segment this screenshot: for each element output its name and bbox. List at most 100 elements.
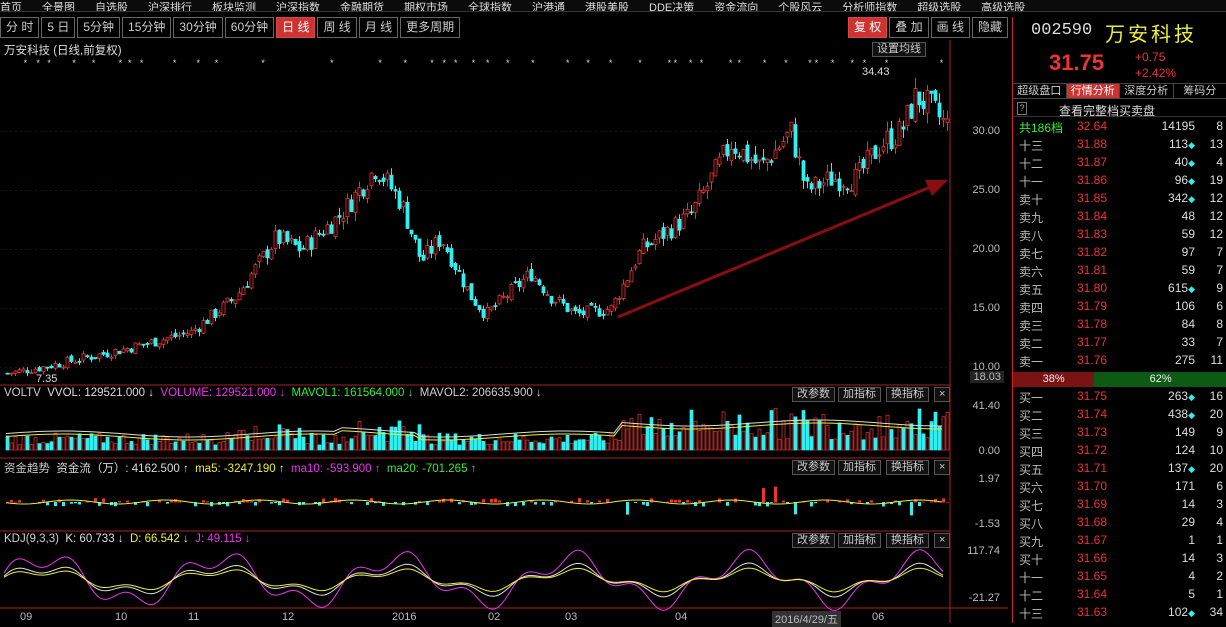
panel-button-0-0[interactable]: 改参数 <box>792 387 835 402</box>
period-button-2[interactable]: 5分钟 <box>77 17 120 38</box>
volume-bar <box>426 435 429 450</box>
panel-button-2-1[interactable]: 加指标 <box>838 533 881 548</box>
candle-body <box>550 296 553 303</box>
menu-item-9[interactable]: 沪港通 <box>532 3 565 12</box>
menu-item-10[interactable]: 港股美股 <box>585 3 629 12</box>
flow-bar <box>910 502 913 515</box>
period-button-3[interactable]: 15分钟 <box>122 17 171 38</box>
menu-item-0[interactable]: 首页 <box>0 3 22 12</box>
toolbar-right-button-3[interactable]: 隐藏 <box>972 17 1008 38</box>
period-button-6[interactable]: 日 线 <box>276 17 315 38</box>
period-button-0[interactable]: 分 时 <box>0 17 39 38</box>
menu-item-14[interactable]: 分析师指数 <box>842 3 897 12</box>
tab-2[interactable]: 深度分析 <box>1120 84 1174 98</box>
candle-body <box>806 178 809 182</box>
volume-bar <box>890 429 893 450</box>
asks-price: 31.77 <box>1077 335 1107 349</box>
close-icon[interactable]: × <box>934 533 950 548</box>
volume-bar <box>50 442 53 450</box>
close-icon[interactable]: × <box>934 387 950 402</box>
panel-button-1-2[interactable]: 换指标 <box>886 460 929 475</box>
candle-body <box>334 217 337 237</box>
menu-item-16[interactable]: 高级选股 <box>981 3 1025 12</box>
menu-item-5[interactable]: 沪深指数 <box>276 3 320 12</box>
bids-qty: 171 <box>1139 479 1195 493</box>
toolbar-right-button-1[interactable]: 叠 加 <box>889 17 928 38</box>
period-button-5[interactable]: 60分钟 <box>225 17 274 38</box>
candle-body <box>822 183 825 185</box>
tab-1[interactable]: 行情分析 <box>1067 84 1121 98</box>
event-star-icon: * <box>378 58 382 68</box>
panel-button-0-2[interactable]: 换指标 <box>886 387 929 402</box>
volume-bar <box>254 426 257 450</box>
close-icon[interactable]: × <box>934 460 950 475</box>
menu-item-4[interactable]: 板块监测 <box>212 3 256 12</box>
panel-button-2-2[interactable]: 换指标 <box>886 533 929 548</box>
high-price-label: 34.43 <box>862 66 890 78</box>
tab-3[interactable]: 筹码分 <box>1174 84 1226 98</box>
bids-qty: 1 <box>1139 533 1195 547</box>
candle-body <box>606 310 609 315</box>
menu-item-6[interactable]: 金融期货 <box>340 3 384 12</box>
menu-item-2[interactable]: 自选股 <box>95 3 128 12</box>
period-button-7[interactable]: 周 线 <box>317 17 356 38</box>
panel-button-1-0[interactable]: 改参数 <box>792 460 835 475</box>
toolbar-right-button-2[interactable]: 画 线 <box>931 17 970 38</box>
menu-item-8[interactable]: 全球指数 <box>468 3 512 12</box>
menu-item-3[interactable]: 沪深排行 <box>148 3 192 12</box>
period-button-1[interactable]: 5 日 <box>41 17 75 38</box>
menu-item-7[interactable]: 期权市场 <box>404 3 448 12</box>
asks-qty-value: 275 <box>1175 353 1195 367</box>
menu-item-11[interactable]: DDE决策 <box>649 3 694 12</box>
help-icon[interactable]: ? <box>1017 102 1027 115</box>
candle-body <box>706 186 709 191</box>
flow-bar <box>74 502 77 503</box>
menu-item-13[interactable]: 个股风云 <box>778 3 822 12</box>
volume-bar <box>798 420 801 450</box>
settings-ma-button[interactable]: 设置均线 <box>872 42 926 57</box>
volume-bar <box>358 421 361 450</box>
period-button-8[interactable]: 月 线 <box>359 17 398 38</box>
panel-button-2-0[interactable]: 改参数 <box>792 533 835 548</box>
toolbar-right-button-0[interactable]: 复 权 <box>848 17 887 38</box>
panel-button-1-1[interactable]: 加指标 <box>838 460 881 475</box>
menu-item-1[interactable]: 全景图 <box>42 3 75 12</box>
candle-body <box>826 172 829 179</box>
flow-bar <box>70 502 73 504</box>
menu-item-12[interactable]: 资金流向 <box>714 3 758 12</box>
full-depth-row[interactable]: ? 查看完整档买卖盘 <box>1013 101 1226 117</box>
period-button-9[interactable]: 更多周期 <box>400 17 460 38</box>
panel-button-0-1[interactable]: 加指标 <box>838 387 881 402</box>
period-button-4[interactable]: 30分钟 <box>173 17 222 38</box>
volume-bar <box>738 415 741 450</box>
tab-0[interactable]: 超级盘口 <box>1013 84 1067 98</box>
order-ratio-bar: 38% 62% <box>1013 372 1226 387</box>
menu-item-15[interactable]: 超级选股 <box>917 3 961 12</box>
